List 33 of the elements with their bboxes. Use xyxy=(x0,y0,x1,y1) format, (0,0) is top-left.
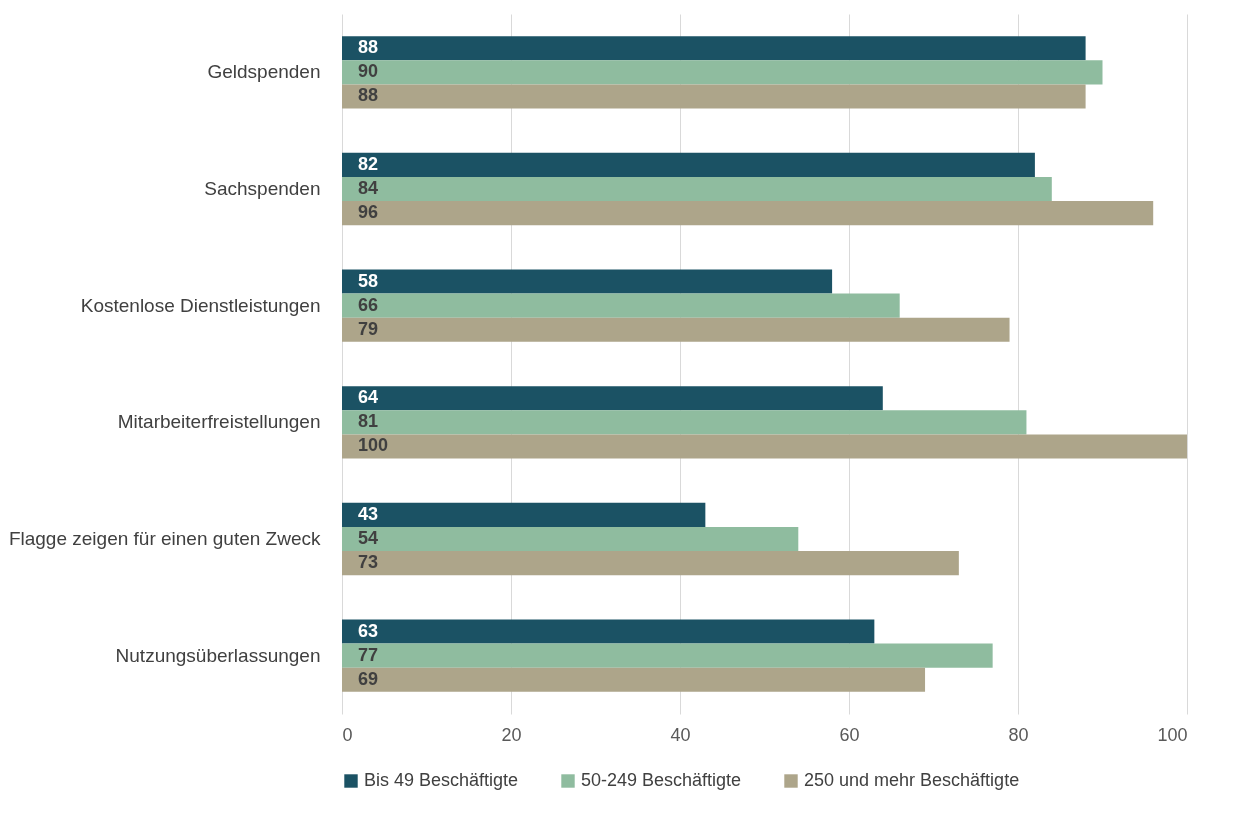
data-label: 73 xyxy=(358,552,379,573)
data-label: 84 xyxy=(358,178,379,198)
data-label: 54 xyxy=(358,528,379,548)
data-label: 88 xyxy=(358,85,379,106)
y-tick-label: Geldspenden xyxy=(207,61,321,83)
data-label: 58 xyxy=(358,270,379,291)
data-label: 82 xyxy=(358,153,379,174)
x-tick-label: 20 xyxy=(501,724,522,745)
y-tick-label: Nutzungsüberlassungen xyxy=(115,644,321,666)
x-tick-label: 80 xyxy=(1008,724,1029,745)
x-tick-label: 40 xyxy=(670,724,691,745)
y-tick-label: Flagge zeigen für einen guten Zweck xyxy=(8,528,321,549)
data-label: 96 xyxy=(358,202,379,223)
y-tick-label: Kostenlose Dienstleistungen xyxy=(80,294,321,316)
y-tick-label: Sachspenden xyxy=(204,178,321,199)
data-label: 100 xyxy=(358,435,389,456)
legend-label: Bis 49 Beschäftigte xyxy=(364,770,519,790)
data-label: 64 xyxy=(358,387,379,408)
x-tick-label: 60 xyxy=(839,724,860,745)
legend-label: 250 und mehr Beschäftigte xyxy=(804,770,1020,790)
x-tick-label: 0 xyxy=(342,724,353,745)
data-label: 66 xyxy=(358,294,379,315)
data-label: 63 xyxy=(358,620,379,641)
legend-label: 50-249 Beschäftigte xyxy=(581,770,742,790)
data-label: 77 xyxy=(358,644,379,665)
data-label: 90 xyxy=(358,61,379,82)
x-tick-label: 100 xyxy=(1157,724,1188,745)
data-label: 81 xyxy=(358,411,379,432)
data-label: 88 xyxy=(358,37,379,58)
data-label: 69 xyxy=(358,668,379,689)
data-label: 43 xyxy=(358,503,379,524)
y-tick-label: Mitarbeiterfreistellungen xyxy=(117,411,321,433)
data-label: 79 xyxy=(358,318,379,339)
